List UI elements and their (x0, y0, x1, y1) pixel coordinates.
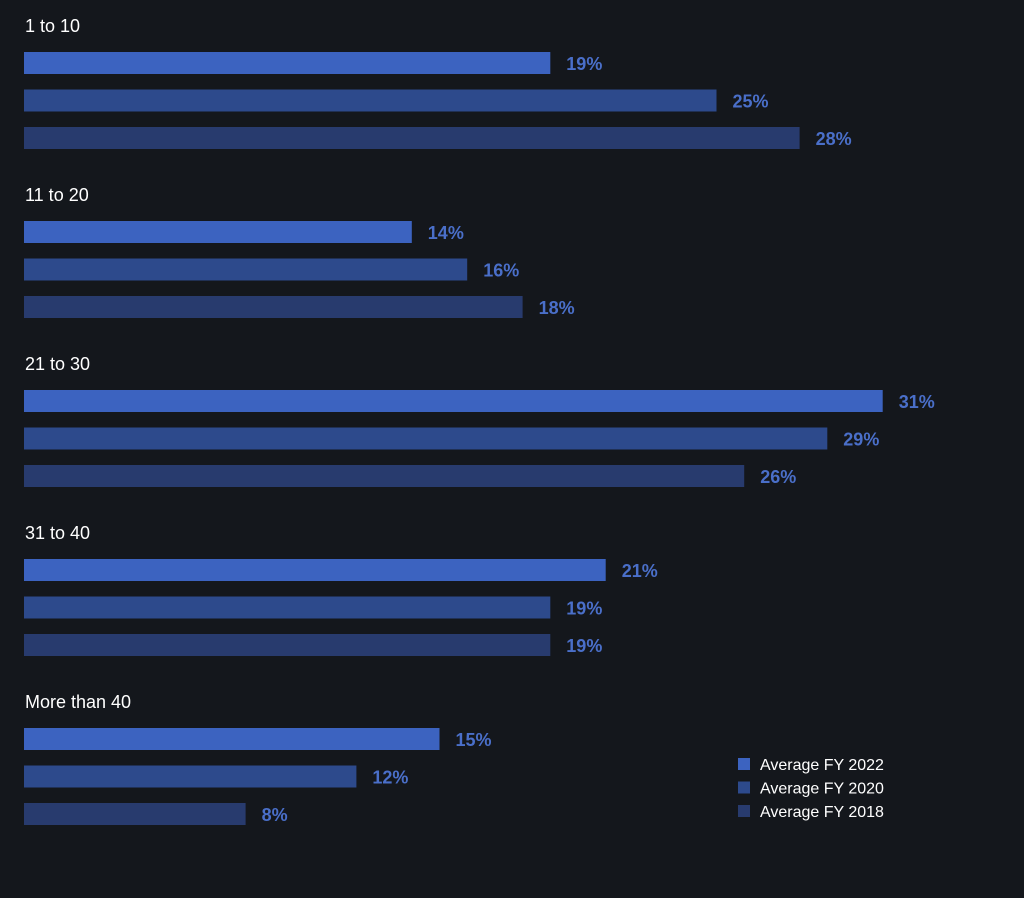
category-label: More than 40 (25, 692, 131, 712)
bar (24, 634, 551, 656)
bar (24, 258, 468, 281)
bar (24, 765, 357, 788)
category-group: 11 to 20 14% 16% 18% (24, 185, 575, 318)
bar (24, 465, 745, 487)
bar (24, 127, 800, 149)
data-label: 8% (262, 805, 288, 825)
data-label: 28% (816, 129, 852, 149)
category-label: 31 to 40 (25, 523, 90, 543)
bar (24, 296, 523, 318)
category-group: 21 to 30 31% 29% 26% (24, 354, 935, 487)
category-group: More than 40 15% 12% 8% (24, 692, 492, 825)
data-label: 21% (622, 561, 658, 581)
legend-label: Average FY 2020 (760, 781, 884, 798)
category-group: 1 to 10 19% 25% 28% (24, 16, 852, 149)
data-label: 19% (566, 636, 602, 656)
category-label: 11 to 20 (25, 185, 89, 205)
data-label: 14% (428, 223, 464, 243)
data-label: 18% (539, 298, 575, 318)
legend-swatch (738, 805, 750, 817)
category-group: 31 to 40 21% 19% 19% (24, 523, 658, 656)
data-label: 26% (760, 467, 796, 487)
data-label: 19% (566, 599, 602, 619)
legend-swatch (738, 781, 750, 794)
data-label: 19% (566, 54, 602, 74)
data-label: 31% (899, 392, 935, 412)
data-label: 15% (456, 730, 492, 750)
bar (24, 728, 440, 750)
data-label: 25% (733, 92, 769, 112)
category-label: 1 to 10 (25, 16, 80, 36)
bar (24, 390, 883, 412)
legend-label: Average FY 2018 (760, 804, 884, 821)
bar (24, 596, 551, 619)
bar (24, 427, 828, 450)
legend-label: Average FY 2022 (760, 757, 884, 774)
legend-swatch (738, 758, 750, 770)
bar (24, 221, 412, 243)
bar (24, 52, 551, 74)
data-label: 29% (843, 430, 879, 450)
bar (24, 559, 606, 581)
category-label: 21 to 30 (25, 354, 90, 374)
bar (24, 803, 246, 825)
data-label: 12% (372, 768, 408, 788)
data-label: 16% (483, 261, 519, 281)
bar (24, 89, 717, 112)
legend: Average FY 2022 Average FY 2020 Average FY… (738, 757, 884, 821)
